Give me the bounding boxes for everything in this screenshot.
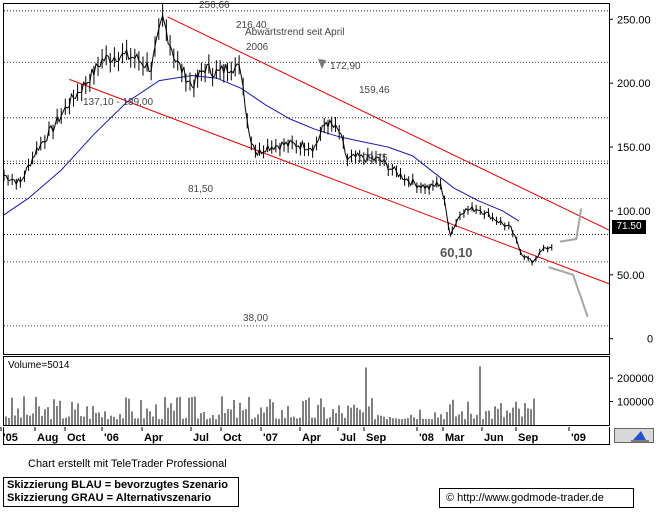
y-tick-label: 250.00 (617, 14, 651, 26)
x-axis-panel (3, 427, 610, 445)
y-tick-label: 50.00 (617, 270, 645, 282)
scenario-legend: Skizzierung BLAU = bevorzugtes Szenario … (3, 477, 239, 507)
x-tick-label: Jul (340, 432, 356, 444)
x-tick-label: Jun (484, 432, 504, 444)
volume-label: Volume=5014 (8, 360, 70, 371)
level-label-0: 256,66 (199, 0, 230, 11)
x-axis: '05 Aug Oct '06 Apr Jul Oct '07 Apr Jul Sep '08 Mar J… (0, 427, 586, 444)
y-tick-label: 150.00 (617, 142, 651, 154)
y-tick-label: 0 (647, 334, 653, 346)
x-tick-label: '06 (104, 432, 119, 444)
chart-credit: Chart erstellt mit TeleTrader Profession… (28, 458, 227, 470)
level-label-9: 60,10 (440, 245, 473, 260)
level-label-2: Abwärtstrend seit April (245, 27, 345, 38)
x-tick-label: Oct (223, 432, 242, 444)
scenario-grey-down (548, 266, 589, 318)
x-tick-label: Oct (67, 432, 86, 444)
legend-grey: Skizzierung GRAU = Alternativszenario (7, 492, 212, 504)
price-line (3, 13, 552, 264)
scenario-sketches (548, 208, 589, 318)
marker-arrow (318, 59, 326, 69)
level-label-6: 137,10 - 139,00 (83, 97, 153, 108)
y-tick-label: 100.00 (617, 206, 651, 218)
moving-average (3, 74, 520, 222)
x-tick-label: '07 (263, 432, 278, 444)
level-label-5: 159,46 (359, 85, 390, 96)
legend-blue: Skizzierung BLAU = bevorzugtes Szenario (7, 479, 228, 491)
volume-panel (3, 356, 610, 426)
x-tick-label: Jul (193, 432, 209, 444)
x-tick-label: '05 (3, 432, 18, 444)
x-tick-label: Sep (518, 432, 538, 444)
x-tick-label: Apr (144, 432, 164, 444)
last-price-tag: 71.50 (612, 220, 646, 234)
volume-tick-label: 200000 (617, 373, 654, 385)
y-tick-label: 200.00 (617, 78, 651, 90)
level-label-8: 81,50 (188, 184, 213, 195)
x-tick-label: Sep (366, 432, 386, 444)
y-axis: 250.00 200.00 150.00 100.00 50.00 0 (609, 14, 653, 346)
moving-average-line (3, 74, 520, 222)
source-link[interactable]: © http://www.godmode-trader.de (439, 488, 634, 508)
x-tick-label: Aug (37, 432, 58, 444)
x-tick-label: '09 (571, 432, 586, 444)
horizontal-levels (4, 10, 609, 327)
level-label-10: 38,00 (243, 313, 268, 324)
level-label-1: 216,40 (236, 20, 267, 31)
trend-channel-lower (69, 78, 610, 285)
x-tick-label: Apr (302, 432, 322, 444)
x-tick-label: Mar (445, 432, 465, 444)
level-label-7: 109,75 (357, 153, 388, 164)
level-label-4: 172,90 (330, 61, 361, 72)
scenario-grey-up (559, 208, 583, 243)
x-tick-label: '08 (419, 432, 434, 444)
chart-settings-icon[interactable] (614, 428, 654, 443)
price-series (3, 4, 553, 266)
volume-tick-label: 100000 (617, 397, 654, 409)
volume-bars: Volume=5014 200000 100000 (5, 360, 654, 425)
trend-channel-upper (167, 16, 610, 231)
trend-channel (69, 16, 610, 285)
level-label-3: 2006 (246, 42, 269, 53)
